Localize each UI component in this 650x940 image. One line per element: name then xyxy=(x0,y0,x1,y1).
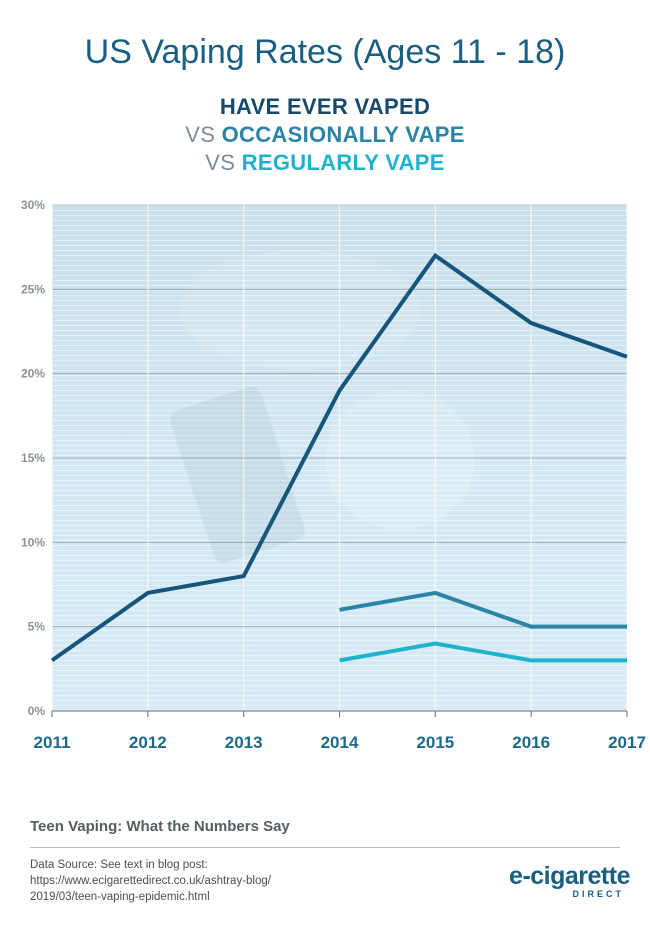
source-line: Data Source: See text in blog post: xyxy=(30,859,208,871)
x-tick-label: 2017 xyxy=(608,733,646,752)
x-tick-label: 2011 xyxy=(34,733,71,752)
article-title: Teen Vaping: What the Numbers Say xyxy=(30,818,290,835)
subtitle-line-ever-vaped: HAVE EVER VAPED xyxy=(219,94,431,119)
x-tick-label: 2015 xyxy=(416,733,454,752)
brand-logo: e-cigarette DIRECT xyxy=(490,862,630,899)
y-tick-label: 5% xyxy=(28,620,46,634)
y-tick-label: 10% xyxy=(21,535,45,549)
subtitle-line-regularly: VS REGULARLY VAPE xyxy=(0,150,650,176)
divider xyxy=(30,847,620,848)
background-shape xyxy=(180,250,420,370)
x-tick-label: 2013 xyxy=(225,733,263,752)
source-line: 2019/03/teen-vaping-epidemic.html xyxy=(30,891,210,903)
y-tick-label: 25% xyxy=(21,282,45,296)
vs-label: VS xyxy=(205,150,236,175)
y-tick-label: 20% xyxy=(21,367,45,381)
series-line xyxy=(50,252,628,663)
subtitle-line-occasionally: VS OCCASIONALLY VAPE xyxy=(0,122,650,148)
y-tick-label: 0% xyxy=(28,704,46,718)
x-tick-label: 2014 xyxy=(321,733,359,752)
y-tick-label: 15% xyxy=(21,451,45,465)
logo-subtext: DIRECT xyxy=(572,889,624,899)
page-title: US Vaping Rates (Ages 11 - 18) xyxy=(84,33,566,71)
logo-wordmark: e-cigarette xyxy=(509,862,630,890)
regularly-vape-label: REGULARLY VAPE xyxy=(241,150,445,175)
occasionally-vape-label: OCCASIONALLY VAPE xyxy=(221,122,465,147)
source-line: https://www.ecigarettedirect.co.uk/ashtr… xyxy=(30,875,271,887)
x-tick-label: 2012 xyxy=(129,733,167,752)
series-line xyxy=(339,641,627,663)
x-tick-label: 2016 xyxy=(512,733,550,752)
y-tick-label: 30% xyxy=(21,198,45,212)
series-line xyxy=(339,590,627,629)
data-source: Data Source: See text in blog post: http… xyxy=(30,857,271,905)
vs-label: VS xyxy=(185,122,216,147)
background-shape xyxy=(325,390,475,530)
